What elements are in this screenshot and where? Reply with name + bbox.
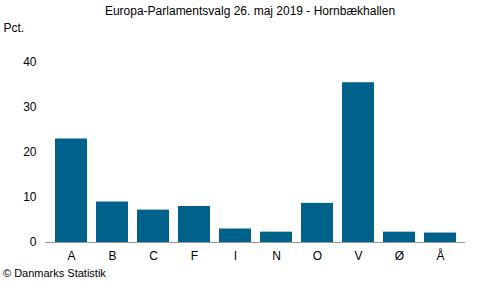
svg-text:Å: Å	[436, 248, 444, 263]
svg-text:10: 10	[23, 190, 37, 204]
svg-text:B: B	[108, 249, 116, 263]
svg-text:O: O	[313, 249, 322, 263]
svg-text:Ø: Ø	[395, 249, 404, 263]
svg-text:V: V	[354, 249, 362, 263]
svg-text:40: 40	[23, 55, 37, 69]
svg-text:0: 0	[30, 235, 37, 249]
svg-text:N: N	[272, 249, 281, 263]
svg-text:20: 20	[23, 145, 37, 159]
svg-text:Pct.: Pct.	[4, 21, 25, 35]
html-text:Europa-Parlamentsvalg 26. maj: Europa-Parlamentsvalg 26. maj 2019 - Hor…	[104, 4, 396, 18]
svg-text:A: A	[67, 249, 75, 263]
svg-text:30: 30	[23, 100, 37, 114]
svg-text:I: I	[234, 249, 237, 263]
svg-text:C: C	[149, 249, 158, 263]
html-text:© Danmarks Statistik: © Danmarks Statistik	[3, 267, 106, 279]
svg-text:F: F	[191, 249, 198, 263]
